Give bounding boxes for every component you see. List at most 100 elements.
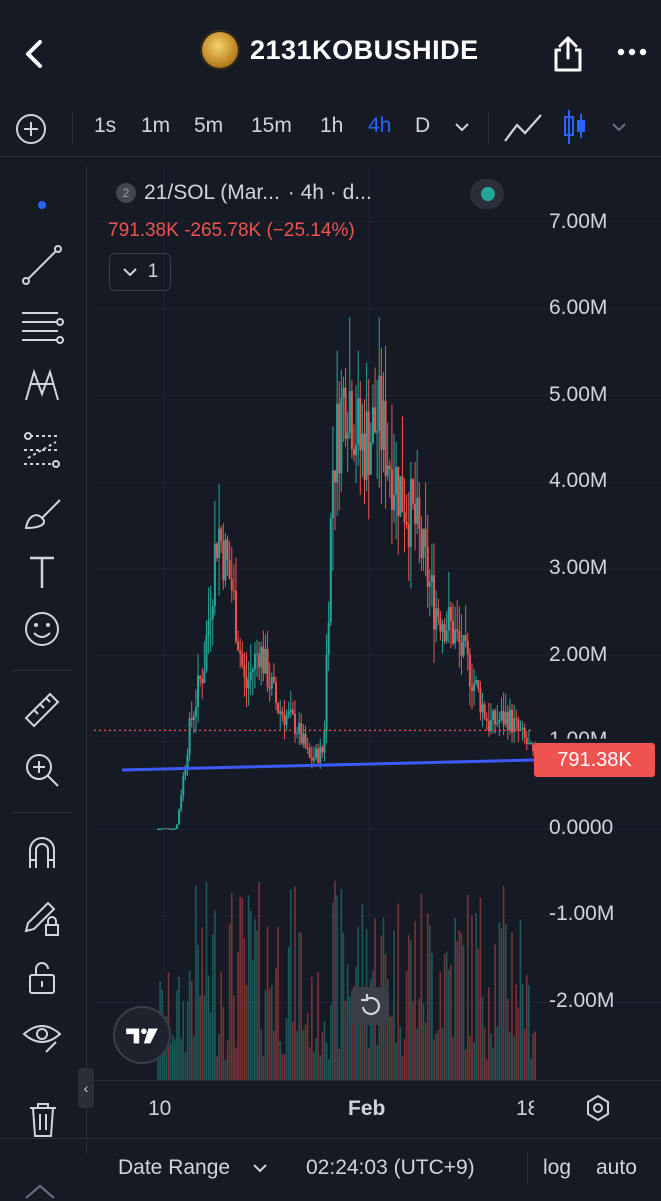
volume-bar bbox=[277, 926, 279, 1080]
trash-icon[interactable] bbox=[26, 1100, 60, 1138]
more-icon[interactable] bbox=[617, 42, 647, 62]
drawing-toolbar bbox=[0, 165, 87, 1155]
avatar bbox=[200, 30, 240, 70]
magnet-icon[interactable] bbox=[20, 830, 64, 874]
volume-bar bbox=[222, 1006, 225, 1080]
candles-icon[interactable] bbox=[562, 108, 588, 146]
volume-bar bbox=[466, 894, 469, 1080]
candle-body bbox=[399, 476, 402, 517]
volume-bar bbox=[351, 1000, 353, 1080]
candle-body bbox=[161, 828, 164, 830]
tf-5m[interactable]: 5m bbox=[194, 114, 224, 137]
trend-line-icon[interactable] bbox=[20, 243, 64, 287]
pattern-icon[interactable] bbox=[20, 364, 64, 408]
candle-body bbox=[159, 829, 162, 830]
volume-bar bbox=[488, 987, 490, 1080]
candle-body bbox=[350, 390, 353, 450]
back-button[interactable] bbox=[18, 36, 54, 72]
brush-icon[interactable] bbox=[20, 490, 64, 534]
ruler-icon[interactable] bbox=[20, 688, 64, 732]
volume-bar bbox=[344, 1001, 347, 1080]
time-axis[interactable] bbox=[94, 1080, 661, 1139]
tf-1h[interactable]: 1h bbox=[320, 114, 344, 137]
auto-toggle[interactable]: auto bbox=[596, 1156, 637, 1179]
tf-d[interactable]: D bbox=[415, 114, 431, 137]
volume-bar bbox=[525, 975, 528, 1080]
volume-bar bbox=[256, 930, 258, 1080]
volume-bar bbox=[485, 1059, 488, 1080]
clock-display[interactable]: 02:24:03 (UTC+9) bbox=[306, 1156, 475, 1179]
volume-bar bbox=[424, 1022, 427, 1080]
title-group[interactable]: 2131KOBUSHIDE bbox=[200, 30, 479, 70]
tf-4h[interactable]: 4h bbox=[368, 114, 392, 137]
fib-icon[interactable] bbox=[20, 305, 64, 349]
tf-1s[interactable]: 1s bbox=[94, 114, 117, 137]
candle-body bbox=[281, 711, 284, 715]
volume-bar bbox=[378, 1018, 381, 1080]
chevron-down-icon[interactable] bbox=[453, 121, 471, 133]
unlock-icon[interactable] bbox=[20, 955, 64, 999]
volume-bar bbox=[203, 995, 206, 1080]
eye-icon[interactable] bbox=[20, 1014, 64, 1058]
chevron-up-icon[interactable] bbox=[20, 1180, 60, 1200]
volume-bar bbox=[323, 1021, 326, 1080]
dot-icon[interactable] bbox=[20, 183, 64, 227]
volume-bar bbox=[448, 969, 450, 1080]
candle-body bbox=[180, 795, 183, 810]
line-chart-icon[interactable] bbox=[503, 111, 543, 145]
chevron-down-icon[interactable] bbox=[252, 1163, 268, 1173]
candle-body bbox=[418, 497, 421, 529]
volume-bar bbox=[519, 919, 522, 1080]
tf-15m[interactable]: 15m bbox=[251, 114, 292, 137]
chevron-down-icon[interactable] bbox=[610, 121, 628, 133]
volume-bar bbox=[283, 1054, 286, 1080]
candle-body bbox=[466, 640, 469, 655]
volume-bar bbox=[216, 1056, 218, 1080]
lock-drawing-icon[interactable] bbox=[20, 895, 64, 939]
log-toggle[interactable]: log bbox=[543, 1156, 572, 1179]
legend-title[interactable]: 2 21/SOL (Mar... · 4h · d... bbox=[116, 181, 372, 205]
candle-body bbox=[532, 742, 535, 751]
volume-bar bbox=[176, 990, 178, 1080]
candle-body bbox=[275, 682, 278, 703]
legend-collapse-button[interactable]: 1 bbox=[109, 253, 171, 291]
volume-bar bbox=[475, 913, 477, 1080]
status-indicator[interactable] bbox=[470, 179, 504, 209]
candle-body bbox=[473, 683, 476, 691]
legend-change-pct: (−25.14%) bbox=[266, 220, 355, 241]
candle-body bbox=[228, 560, 231, 580]
emoji-icon[interactable] bbox=[20, 607, 64, 651]
candle-body bbox=[173, 829, 176, 830]
volume-bar bbox=[313, 1052, 315, 1080]
legend-badge: 2 bbox=[116, 183, 136, 203]
volume-bar bbox=[214, 910, 216, 1080]
candle-body bbox=[361, 433, 364, 451]
text-icon[interactable] bbox=[20, 550, 64, 594]
zoom-in-icon[interactable] bbox=[20, 748, 64, 792]
tradingview-logo[interactable] bbox=[113, 1006, 171, 1064]
volume-bar bbox=[325, 1043, 328, 1080]
tf-1m[interactable]: 1m bbox=[141, 114, 171, 137]
trend-line[interactable] bbox=[121, 758, 535, 772]
candle-body bbox=[411, 479, 414, 504]
volume-bar bbox=[458, 930, 461, 1080]
forecast-icon[interactable] bbox=[20, 428, 64, 472]
settings-icon[interactable] bbox=[583, 1093, 613, 1123]
symbol-name: 21/SOL (Mar... bbox=[144, 181, 280, 204]
add-indicator-button[interactable] bbox=[14, 112, 48, 146]
price-tick: 6.00M bbox=[549, 296, 608, 319]
toolbar-collapse-tab[interactable]: ‹ bbox=[78, 1068, 94, 1108]
candle-body bbox=[422, 528, 425, 558]
share-icon[interactable] bbox=[550, 34, 586, 74]
candle-body bbox=[401, 476, 404, 512]
volume-bar bbox=[249, 910, 252, 1080]
candle-body bbox=[289, 709, 292, 712]
candle-body bbox=[460, 642, 463, 656]
date-range-button[interactable]: Date Range bbox=[118, 1156, 231, 1179]
reset-chart-button[interactable] bbox=[351, 987, 389, 1025]
candle-body bbox=[272, 676, 275, 683]
candle-body bbox=[216, 543, 219, 559]
candle-body bbox=[529, 742, 532, 744]
volume-bar bbox=[220, 972, 223, 1080]
candle-body bbox=[209, 618, 212, 621]
